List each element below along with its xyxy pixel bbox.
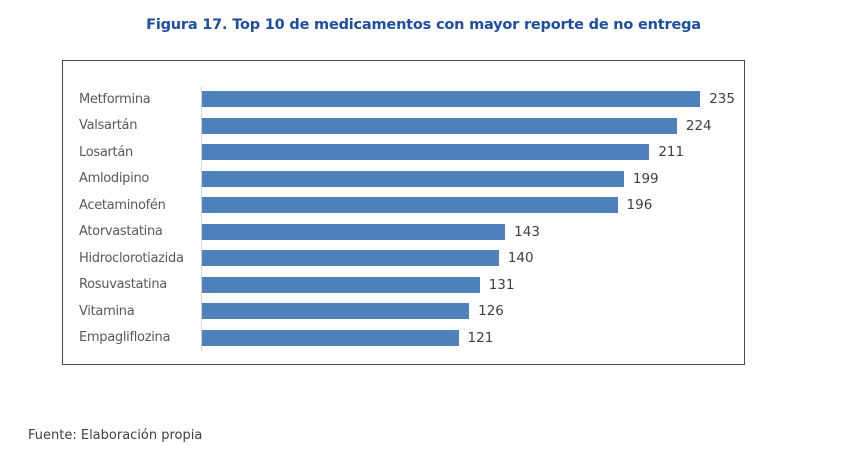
bar — [202, 276, 480, 293]
category-label: Atorvastatina — [79, 224, 163, 240]
value-label: 121 — [467, 329, 494, 346]
value-label: 199 — [632, 170, 659, 187]
chart-frame: Metformina 235 Valsartán 224 Losartán 211 Amlo… — [62, 60, 745, 365]
category-label: Vitamina — [79, 303, 135, 319]
bar-track: 211 — [201, 139, 732, 166]
category-label: Acetaminofén — [79, 197, 166, 213]
bar — [202, 223, 506, 240]
bar-track: 196 — [201, 192, 732, 219]
bar-track: 121 — [201, 324, 732, 351]
bar-track: 140 — [201, 245, 732, 272]
bar-track: 131 — [201, 271, 732, 298]
category-label: Empagliflozina — [79, 330, 171, 346]
value-label: 143 — [514, 223, 540, 240]
chart-row: Atorvastatina 143 — [79, 218, 732, 245]
category-label: Metformina — [79, 91, 151, 107]
bar-track: 224 — [201, 112, 732, 139]
chart-row: Amlodipino 199 — [79, 165, 732, 192]
bar-track: 235 — [201, 86, 735, 112]
chart-row: Valsartán 224 — [79, 112, 732, 139]
bar-track: 126 — [201, 298, 732, 325]
bar-chart: Metformina 235 Valsartán 224 Losartán 211 Amlo… — [79, 86, 735, 351]
bar — [202, 197, 618, 214]
category-label: Rosuvastatina — [79, 277, 167, 293]
bar — [202, 170, 624, 187]
value-label: 126 — [478, 303, 504, 320]
value-label: 224 — [685, 117, 712, 134]
value-label: 235 — [709, 91, 735, 107]
chart-row: Metformina 235 — [79, 86, 735, 112]
bar — [202, 91, 701, 107]
category-label: Hidroclorotiazida — [79, 250, 184, 266]
bar-track: 143 — [201, 218, 732, 245]
bar — [202, 117, 677, 134]
chart-row: Acetaminofén 196 — [79, 192, 732, 219]
category-label: Losartán — [79, 144, 133, 160]
bar — [202, 144, 650, 161]
bar — [202, 303, 470, 320]
chart-row: Vitamina 126 — [79, 298, 732, 325]
bar — [202, 329, 459, 346]
value-label: 140 — [507, 250, 534, 267]
chart-row: Empagliflozina 121 — [79, 324, 732, 351]
chart-row: Rosuvastatina 131 — [79, 271, 732, 298]
bar — [202, 250, 499, 267]
category-label: Valsartán — [79, 118, 138, 134]
bar-track: 199 — [201, 165, 732, 192]
value-label: 131 — [488, 276, 515, 293]
value-label: 211 — [658, 144, 685, 161]
chart-row: Losartán 211 — [79, 139, 732, 166]
category-label: Amlodipino — [79, 171, 150, 187]
chart-row: Hidroclorotiazida 140 — [79, 245, 732, 272]
value-label: 196 — [626, 197, 653, 214]
source-note: Fuente: Elaboración propia — [28, 428, 203, 443]
figure-title: Figura 17. Top 10 de medicamentos con ma… — [146, 17, 701, 33]
